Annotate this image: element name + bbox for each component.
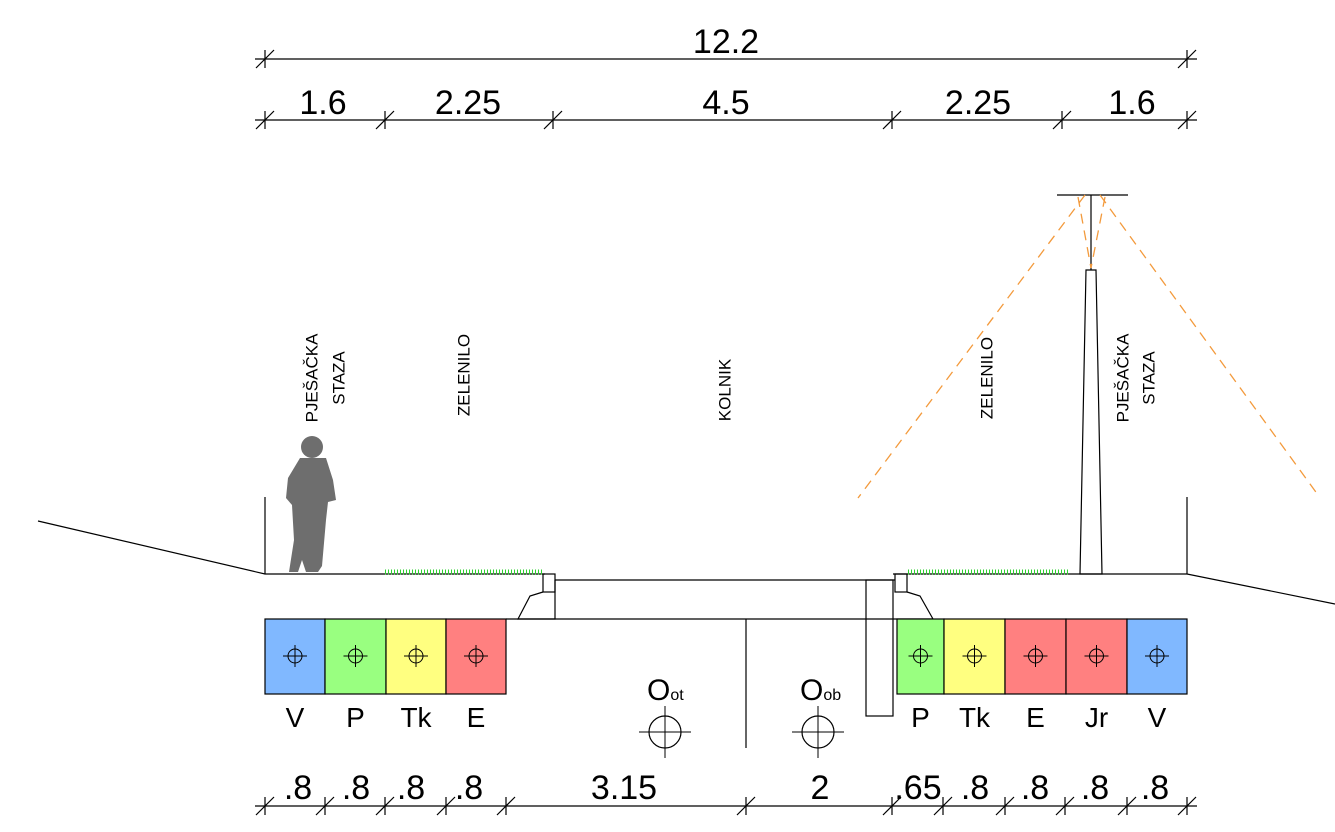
light-ray xyxy=(1077,196,1092,269)
drain-subscript: ot xyxy=(670,687,684,704)
dimension-label: 1.6 xyxy=(299,84,346,122)
utility-label: P xyxy=(346,702,365,733)
curb-right xyxy=(894,573,908,593)
body xyxy=(286,458,336,572)
light-ray xyxy=(1090,196,1106,269)
dimension-label: 2 xyxy=(811,769,830,807)
dimension-label: 2.25 xyxy=(945,84,1011,122)
zone-label: PJEŠAČKA xyxy=(1113,333,1132,422)
dimension-label: .8 xyxy=(397,769,425,807)
lamp-pole xyxy=(1079,269,1103,575)
drain-label: Oob xyxy=(800,674,841,707)
dimension-label: .8 xyxy=(455,769,483,807)
curb-left xyxy=(542,573,556,593)
utility-label: Jr xyxy=(1085,702,1108,733)
utility-label: P xyxy=(911,702,930,733)
zone-label: PJEŠAČKA xyxy=(302,333,321,422)
dimension-label: .8 xyxy=(342,769,370,807)
dimension-label: .8 xyxy=(1141,769,1169,807)
drain-label: Oot xyxy=(647,674,684,707)
dimension-label: .8 xyxy=(961,769,989,807)
dimension-label: .65 xyxy=(894,769,941,807)
drain-subscript: ob xyxy=(823,687,841,704)
curb-base-left xyxy=(517,580,556,620)
zone-label: STAZA xyxy=(329,351,348,405)
gully xyxy=(865,579,894,717)
dimension-label: 3.15 xyxy=(591,769,657,807)
utility-label: E xyxy=(467,702,486,733)
utility-label: V xyxy=(1148,702,1167,733)
total-width: 12.2 xyxy=(693,23,759,61)
dimension-label: .8 xyxy=(1081,769,1109,807)
zone-label: ZELENILO xyxy=(977,337,996,419)
utility-label: Tk xyxy=(400,702,432,733)
head xyxy=(301,436,323,458)
labels: 1.6 2.25 4.5 2.25 1.6 .8 .8 .8 .8 3.15 2 .65 .8 .8 .8.… xyxy=(284,84,1169,807)
dimension-label: .8 xyxy=(284,769,312,807)
pedestrian xyxy=(286,436,336,572)
utility-boxes xyxy=(264,618,1188,758)
utility-label: E xyxy=(1026,702,1045,733)
drain-symbol-text: O xyxy=(647,674,670,707)
zone-label: STAZA xyxy=(1139,351,1158,405)
light-ray xyxy=(857,194,1086,499)
zone-label: KOLNIK xyxy=(715,358,734,421)
drain-symbol-text: O xyxy=(800,674,823,707)
dimension-label: 2.25 xyxy=(435,84,501,122)
utility-label: Tk xyxy=(959,702,991,733)
dimension-label: 4.5 xyxy=(702,84,749,122)
dimension-lines xyxy=(255,49,1197,816)
ground-right xyxy=(893,573,1335,605)
light-cone xyxy=(857,194,1319,499)
light-ray xyxy=(1099,194,1319,496)
dimension-label: .8 xyxy=(1021,769,1049,807)
zone-label: ZELENILO xyxy=(454,334,473,416)
road-profile xyxy=(37,194,1335,748)
dimension-label: 1.6 xyxy=(1108,84,1155,122)
curb-base-right xyxy=(897,591,935,620)
utility-label: V xyxy=(286,702,305,733)
